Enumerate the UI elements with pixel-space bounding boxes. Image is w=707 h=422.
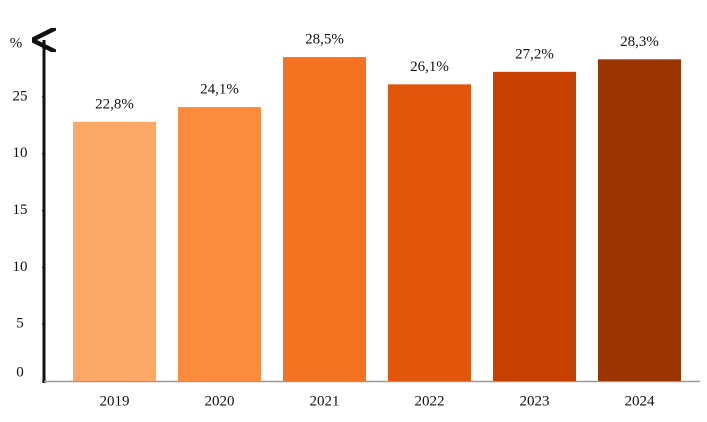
bar [73,121,156,381]
x-tick-label: 2021 [310,393,340,409]
x-tick-label: 2020 [205,393,235,409]
bar [283,57,366,382]
y-tick-label: 0 [16,364,24,380]
value-label: 27,2% [515,46,554,62]
y-axis-label: % [10,35,23,51]
y-tick-label: 10 [13,145,28,161]
y-tick-label: 15 [13,202,28,218]
bar [178,107,261,382]
x-tick-label: 2024 [625,393,656,409]
x-tick-label: 2023 [520,393,550,409]
x-tick-label: 2022 [415,393,445,409]
y-tick-label: 10 [13,259,28,275]
y-tick-label: 5 [16,316,24,332]
bar [493,71,576,382]
bar [388,84,471,381]
value-label: 26,1% [410,59,449,75]
y-tick-label: 25 [13,88,28,104]
value-label: 28,5% [305,31,344,47]
value-label: 28,3% [620,34,659,50]
bar [598,59,681,381]
value-label: 24,1% [200,82,239,98]
value-label: 22,8% [95,96,134,112]
x-tick-label: 2019 [100,393,130,409]
